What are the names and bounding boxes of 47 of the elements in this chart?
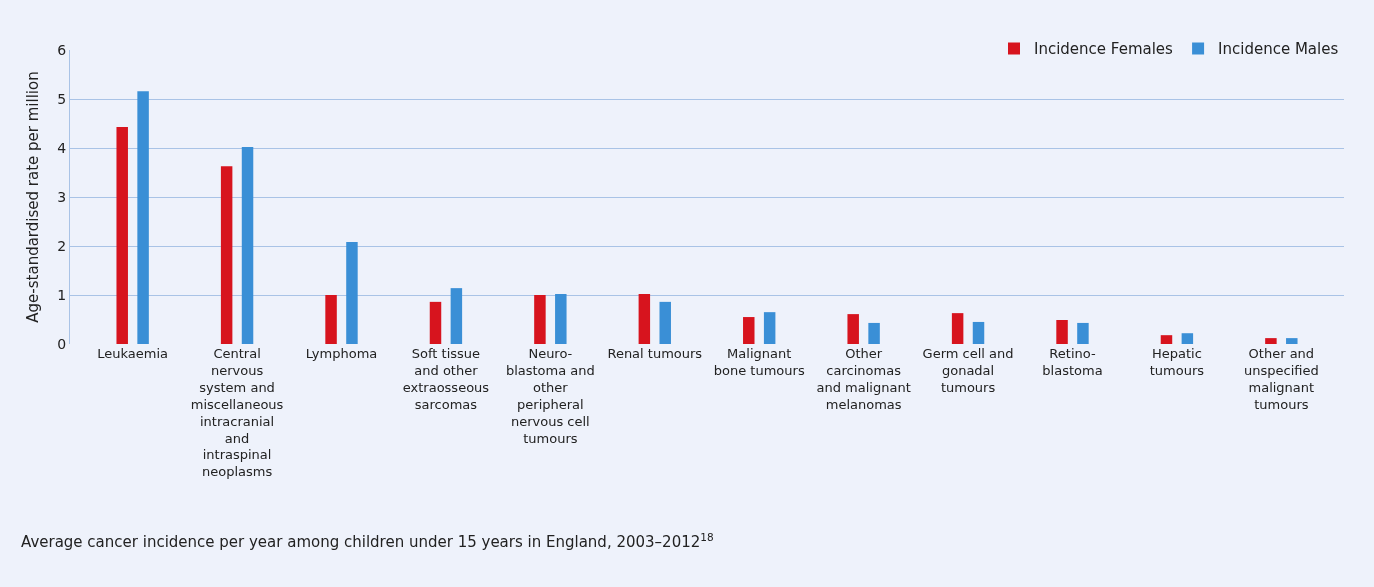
x-tick-label: Lymphoma xyxy=(305,346,378,361)
x-tick-label: Soft tissue and other extraosseous sarcomas xyxy=(402,346,490,412)
bar xyxy=(429,301,442,344)
bar xyxy=(743,317,755,344)
x-tick-label: Central nervous system and miscellaneous intracranial and intraspinal neoplasms xyxy=(190,346,284,480)
bar xyxy=(659,301,671,344)
bar xyxy=(1056,319,1068,344)
bar xyxy=(555,294,567,344)
y-tick-label: 6 xyxy=(57,41,67,58)
bar xyxy=(1265,338,1277,344)
y-axis-title: Age-standardised rate per million xyxy=(23,71,42,323)
bar xyxy=(325,295,337,344)
x-tick-label: Malignant bone tumours xyxy=(713,346,805,378)
x-tick-label: Renal tumours xyxy=(607,346,703,361)
bar xyxy=(868,322,880,344)
bar xyxy=(241,147,254,344)
x-tick-label: Leukaemia xyxy=(97,346,169,361)
bar xyxy=(951,313,964,344)
bar xyxy=(847,314,859,344)
legend-label: Incidence Males xyxy=(1218,40,1339,59)
bar xyxy=(534,295,546,344)
bar xyxy=(450,288,463,344)
bar xyxy=(1181,333,1194,344)
x-tick-label: Hepatic tumours xyxy=(1149,346,1205,378)
y-tick-label: 3 xyxy=(57,188,67,205)
x-tick-label: Neuro-blastoma and other peripheral nervous cell tumours xyxy=(505,346,595,446)
y-tick-label: 1 xyxy=(57,286,67,303)
bar xyxy=(1077,322,1089,344)
bar xyxy=(763,312,776,344)
text: Average cancer incidence per year among children under 15 years in England, 2003–2012$^{18}$ xyxy=(21,531,714,552)
bar xyxy=(1160,335,1173,344)
bar xyxy=(638,294,651,344)
x-tick-label: Other and unspecified malignant tumours xyxy=(1243,346,1319,412)
x-tick-label: Retino-blastoma xyxy=(1042,346,1103,378)
bar xyxy=(220,166,233,344)
x-tick-label: Other carcinomas and malignant melanomas xyxy=(816,346,911,412)
y-tick-label: 0 xyxy=(57,335,67,352)
bar xyxy=(972,321,985,344)
y-tick-label: 2 xyxy=(57,237,67,254)
y-tick-label: 4 xyxy=(57,139,67,156)
y-tick-label: 5 xyxy=(57,90,67,107)
bar xyxy=(346,242,358,344)
bar xyxy=(1286,338,1298,344)
x-tick-label: Germ cell and gonadal tumours xyxy=(922,346,1014,395)
bar xyxy=(116,126,128,344)
bar xyxy=(137,91,149,344)
legend-label: Incidence Females xyxy=(1034,40,1174,59)
